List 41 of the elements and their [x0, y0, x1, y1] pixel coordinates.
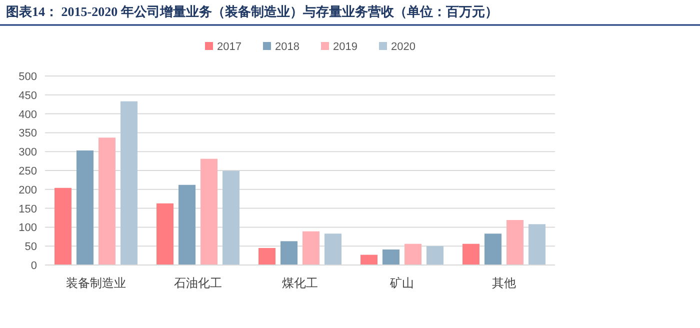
legend-label: 2017: [217, 41, 242, 53]
bar: [404, 244, 422, 265]
x-tick-label: 装备制造业: [66, 276, 126, 290]
y-tick-label: 350: [18, 128, 37, 140]
bar: [258, 248, 276, 265]
chart-title: 图表14： 2015-2020 年公司增量业务（装备制造业）与存量业务营收（单位：百万元）: [6, 4, 498, 19]
y-tick-label: 300: [18, 146, 37, 159]
y-tick-label: 250: [18, 166, 37, 178]
bar: [222, 170, 240, 265]
bar: [528, 224, 546, 265]
bar: [200, 158, 218, 265]
legend-label: 2020: [391, 41, 416, 53]
bar: [120, 101, 138, 265]
y-tick-label: 100: [18, 222, 37, 234]
bar: [280, 241, 298, 265]
y-tick-label: 450: [18, 90, 37, 102]
bar: [98, 138, 116, 265]
bar: [484, 234, 502, 265]
y-tick-label: 200: [18, 184, 37, 196]
legend-label: 2019: [333, 41, 358, 53]
bar: [426, 246, 444, 265]
y-tick-label: 0: [30, 260, 37, 272]
bar: [506, 220, 524, 265]
legend-label: 2018: [275, 41, 300, 53]
bar: [462, 244, 480, 265]
bar: [178, 184, 196, 265]
bar: [54, 188, 72, 265]
bar: [382, 250, 400, 265]
y-tick-label: 500: [18, 71, 37, 83]
x-tick-label: 矿山: [389, 276, 414, 290]
y-tick-label: 400: [18, 108, 37, 121]
y-tick-label: 150: [18, 203, 37, 216]
x-tick-label: 石油化工: [174, 276, 222, 290]
bar: [76, 150, 94, 265]
x-tick-label: 煤化工: [282, 276, 318, 290]
y-tick-label: 50: [24, 241, 37, 254]
bar: [302, 231, 320, 265]
bar: [360, 254, 378, 265]
bar: [324, 234, 342, 265]
x-tick-label: 其他: [492, 276, 516, 290]
bar: [156, 203, 174, 265]
